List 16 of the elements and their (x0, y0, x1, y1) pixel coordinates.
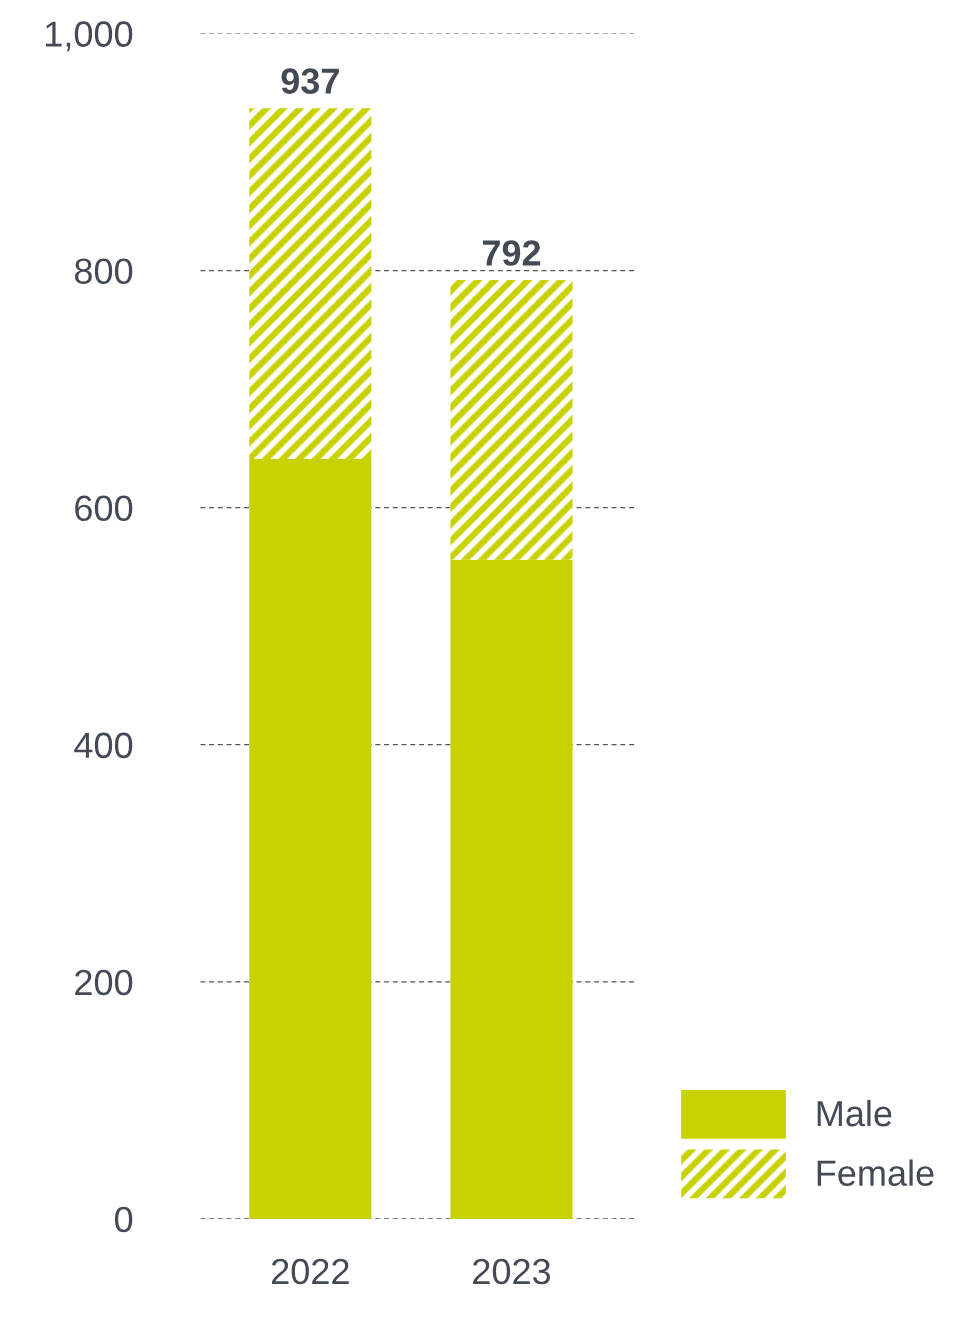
y-tick-label: 800 (74, 258, 133, 284)
y-tick-label: 400 (74, 732, 133, 759)
y-tick-label: 0 (114, 1206, 133, 1233)
x-tick-label: 2023 (473, 1258, 551, 1285)
bar (450, 280, 573, 560)
bar (249, 108, 372, 460)
total-label: 937 (281, 68, 339, 94)
legend-label: Male (817, 1099, 892, 1127)
y-tick-label: 600 (75, 495, 133, 522)
x-tick-label: 2022 (271, 1258, 349, 1285)
bar (450, 559, 573, 1219)
bar (249, 459, 372, 1219)
legend-label: Female (817, 1159, 934, 1186)
total-label: 792 (482, 240, 541, 266)
y-tick-label: 200 (75, 969, 133, 996)
y-tick-label: 1,000 (46, 21, 133, 52)
